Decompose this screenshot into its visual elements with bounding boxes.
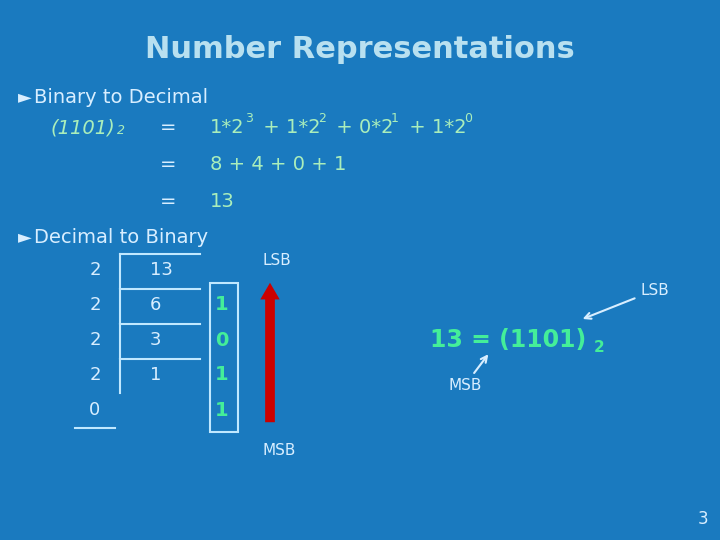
Text: 2: 2 [89, 296, 101, 314]
Text: =: = [160, 118, 176, 137]
Text: 1: 1 [391, 112, 399, 125]
Text: 2: 2 [89, 331, 101, 349]
Text: (1101): (1101) [50, 118, 114, 137]
Text: + 0*2: + 0*2 [330, 118, 394, 137]
Text: 8 + 4 + 0 + 1: 8 + 4 + 0 + 1 [210, 155, 346, 174]
Text: ►: ► [18, 228, 32, 246]
Text: LSB: LSB [262, 253, 291, 268]
Text: Number Representations: Number Representations [145, 35, 575, 64]
Text: 0: 0 [215, 330, 229, 349]
Text: 1: 1 [215, 366, 229, 384]
Text: 1*2: 1*2 [210, 118, 245, 137]
Text: + 1*2: + 1*2 [403, 118, 467, 137]
Text: 13 = (1101): 13 = (1101) [430, 328, 586, 352]
Text: MSB: MSB [262, 443, 295, 458]
Text: 1: 1 [215, 401, 229, 420]
Text: 2: 2 [318, 112, 326, 125]
Text: 0: 0 [464, 112, 472, 125]
Text: =: = [160, 192, 176, 211]
Text: MSB: MSB [448, 356, 487, 393]
Text: + 1*2: + 1*2 [257, 118, 320, 137]
Text: 13: 13 [150, 261, 173, 279]
Text: LSB: LSB [585, 283, 669, 319]
Text: 2: 2 [117, 124, 125, 137]
Text: 2: 2 [594, 341, 605, 355]
FancyArrowPatch shape [260, 283, 280, 422]
Text: =: = [160, 155, 176, 174]
Text: 13: 13 [210, 192, 235, 211]
Bar [210, 283, 238, 432]
Text: 0: 0 [89, 401, 101, 419]
Text: Binary to Decimal: Binary to Decimal [34, 88, 208, 107]
Text: 1: 1 [215, 295, 229, 314]
Text: 1: 1 [150, 366, 161, 384]
Text: 3: 3 [150, 331, 161, 349]
Text: ►: ► [18, 88, 32, 106]
Text: 2: 2 [89, 261, 101, 279]
Text: 2: 2 [89, 366, 101, 384]
Text: Decimal to Binary: Decimal to Binary [34, 228, 208, 247]
Text: 6: 6 [150, 296, 161, 314]
Text: 3: 3 [698, 510, 708, 528]
Text: 3: 3 [245, 112, 253, 125]
